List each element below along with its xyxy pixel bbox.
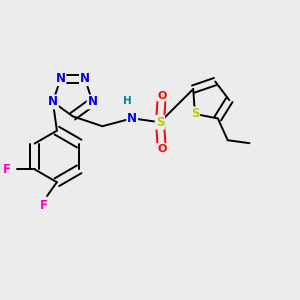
Text: N: N	[48, 95, 58, 108]
Text: N: N	[127, 112, 137, 125]
Text: F: F	[3, 163, 11, 176]
Text: H: H	[123, 97, 132, 106]
Text: N: N	[56, 72, 65, 85]
Text: F: F	[40, 200, 48, 212]
Text: N: N	[88, 95, 98, 108]
Text: O: O	[157, 144, 167, 154]
Text: S: S	[156, 116, 164, 129]
Text: N: N	[80, 72, 90, 85]
Text: O: O	[157, 91, 167, 100]
Text: S: S	[191, 107, 199, 121]
